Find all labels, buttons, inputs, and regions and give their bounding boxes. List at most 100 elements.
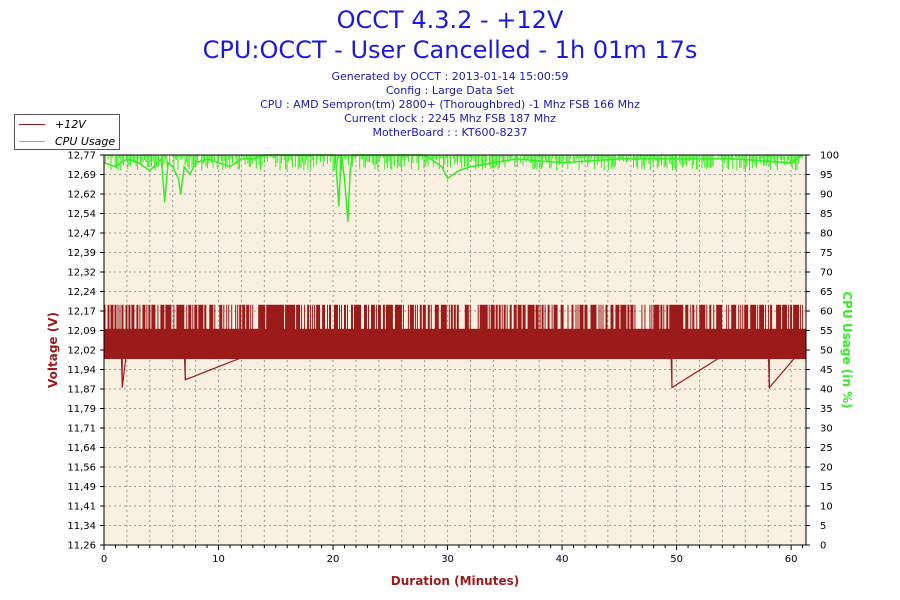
cpu-usage-point — [441, 165, 443, 168]
y-right-tick-label: 75 — [820, 248, 833, 259]
info-config: Config : Large Data Set — [385, 84, 515, 97]
legend-label-voltage: +12V — [55, 117, 86, 131]
x-tick-label: 40 — [556, 554, 569, 565]
info-motherboard: MotherBoard : : KT600-8237 — [372, 126, 528, 139]
x-tick-label: 50 — [670, 554, 683, 565]
cpu-usage-point — [167, 162, 169, 164]
y-left-tick-label: 11,34 — [67, 521, 96, 532]
y-right-tick-label: 15 — [820, 482, 833, 493]
chart-title: OCCT 4.3.2 - +12V — [336, 6, 564, 34]
y-right-tick-label: 65 — [820, 287, 833, 298]
legend: +12V CPU Usage — [14, 114, 120, 150]
cpu-usage-point — [206, 158, 208, 160]
cpu-usage-point — [733, 158, 735, 160]
y-right-tick-label: 25 — [820, 443, 833, 454]
cpu-usage-point — [446, 177, 449, 180]
cpu-usage-point — [163, 201, 166, 203]
y-left-tick-label: 12,32 — [67, 268, 96, 279]
y-left-tick-label: 12,17 — [67, 307, 96, 318]
cpu-usage-point — [171, 165, 174, 168]
cpu-usage-point — [561, 162, 563, 164]
x-tick-label: 60 — [785, 554, 798, 565]
cpu-usage-point — [240, 158, 243, 160]
cpu-usage-point — [337, 204, 340, 207]
cpu-usage-point — [177, 177, 180, 180]
cpu-usage-point — [675, 158, 678, 160]
cpu-usage-point — [229, 165, 231, 168]
y-left-tick-label: 11,26 — [67, 541, 96, 552]
y-right-tick-label: 100 — [820, 151, 839, 162]
cpu-usage-point — [160, 158, 163, 160]
voltage-series-line — [104, 348, 804, 390]
cpu-usage-point — [137, 162, 140, 164]
y-left-tick-label: 12,09 — [67, 326, 96, 337]
x-tick-label: 30 — [441, 554, 454, 565]
y-left-tick-label: 11,64 — [67, 443, 96, 454]
y-left-tick-label: 11,56 — [67, 463, 96, 474]
info-cpu: CPU : AMD Sempron(tm) 2800+ (Thoroughbre… — [260, 98, 640, 111]
y-left-tick-label: 12,62 — [67, 190, 96, 201]
y-right-tick-label: 70 — [820, 268, 833, 279]
y-left-tick-label: 11,41 — [67, 502, 96, 513]
y-right-tick-label: 10 — [820, 502, 833, 513]
chart-subtitle: CPU:OCCT - User Cancelled - 1h 01m 17s — [202, 36, 698, 64]
legend-item-voltage: +12V — [19, 117, 86, 131]
y-left-tick-label: 12,39 — [67, 248, 96, 259]
cpu-usage-point — [126, 158, 128, 160]
cpu-usage-point — [347, 220, 349, 223]
y-left-tick-label: 11,79 — [67, 404, 96, 415]
y-left-tick-label: 11,49 — [67, 482, 96, 493]
legend-label-cpu-usage: CPU Usage — [55, 134, 116, 148]
cpu-usage-point — [179, 193, 182, 195]
y-right-tick-label: 90 — [820, 190, 833, 201]
cpu-usage-point — [349, 169, 352, 172]
y-right-tick-label: 60 — [820, 307, 833, 318]
info-generated: Generated by OCCT : 2013-01-14 15:00:59 — [331, 70, 569, 83]
x-axis-label: Duration (Minutes) — [391, 574, 519, 588]
cpu-usage-point — [114, 165, 117, 168]
y-left-tick-label: 12,77 — [67, 151, 96, 162]
info-clock: Current clock : 2245 Mhz FSB 187 Mhz — [344, 112, 556, 125]
y-right-tick-label: 50 — [820, 346, 833, 357]
cpu-usage-point — [469, 165, 472, 168]
y-right-tick-label: 0 — [820, 541, 826, 552]
y-right-tick-label: 20 — [820, 463, 833, 474]
y-left-tick-label: 12,02 — [67, 346, 96, 357]
y-right-tick-label: 40 — [820, 385, 833, 396]
y-right-tick-label: 55 — [820, 326, 833, 337]
cpu-usage-point — [458, 169, 460, 172]
y-right-tick-label: 85 — [820, 209, 833, 220]
x-tick-label: 0 — [101, 554, 107, 565]
y-right-tick-label: 80 — [820, 229, 833, 240]
cpu-usage-point — [217, 162, 220, 164]
legend-item-cpu-usage: CPU Usage — [19, 134, 115, 148]
cpu-usage-point — [343, 177, 346, 180]
cpu-usage-point — [189, 173, 191, 176]
y-right-tick-label: 30 — [820, 424, 833, 435]
cpu-usage-point — [149, 169, 151, 172]
y-right-tick-label: 45 — [820, 365, 833, 376]
legend-swatch-cpu-usage — [19, 140, 45, 142]
x-tick-label: 10 — [212, 554, 225, 565]
y-right-tick-label: 5 — [820, 521, 826, 532]
y-right-tick-label: 35 — [820, 404, 833, 415]
y-left-tick-label: 12,47 — [67, 229, 96, 240]
y-left-tick-label: 11,87 — [67, 385, 96, 396]
y-right-tick-label: 95 — [820, 170, 833, 181]
y-left-axis-label: Voltage (V) — [46, 312, 60, 388]
y-left-tick-label: 12,69 — [67, 170, 96, 181]
y-left-tick-label: 11,94 — [67, 365, 96, 376]
cpu-usage-point — [194, 162, 197, 164]
cpu-usage-point — [492, 162, 495, 164]
legend-swatch-voltage — [19, 123, 45, 125]
cpu-usage-point — [183, 165, 185, 168]
cpu-usage-point — [618, 158, 621, 160]
y-right-axis-label: CPU Usage (in %) — [840, 291, 854, 408]
cpu-usage-point — [515, 158, 518, 160]
x-tick-label: 20 — [327, 554, 340, 565]
cpu-usage-point — [252, 158, 254, 160]
y-left-tick-label: 11,71 — [67, 424, 96, 435]
y-left-tick-label: 12,54 — [67, 209, 96, 220]
cpu-usage-point — [790, 162, 792, 164]
